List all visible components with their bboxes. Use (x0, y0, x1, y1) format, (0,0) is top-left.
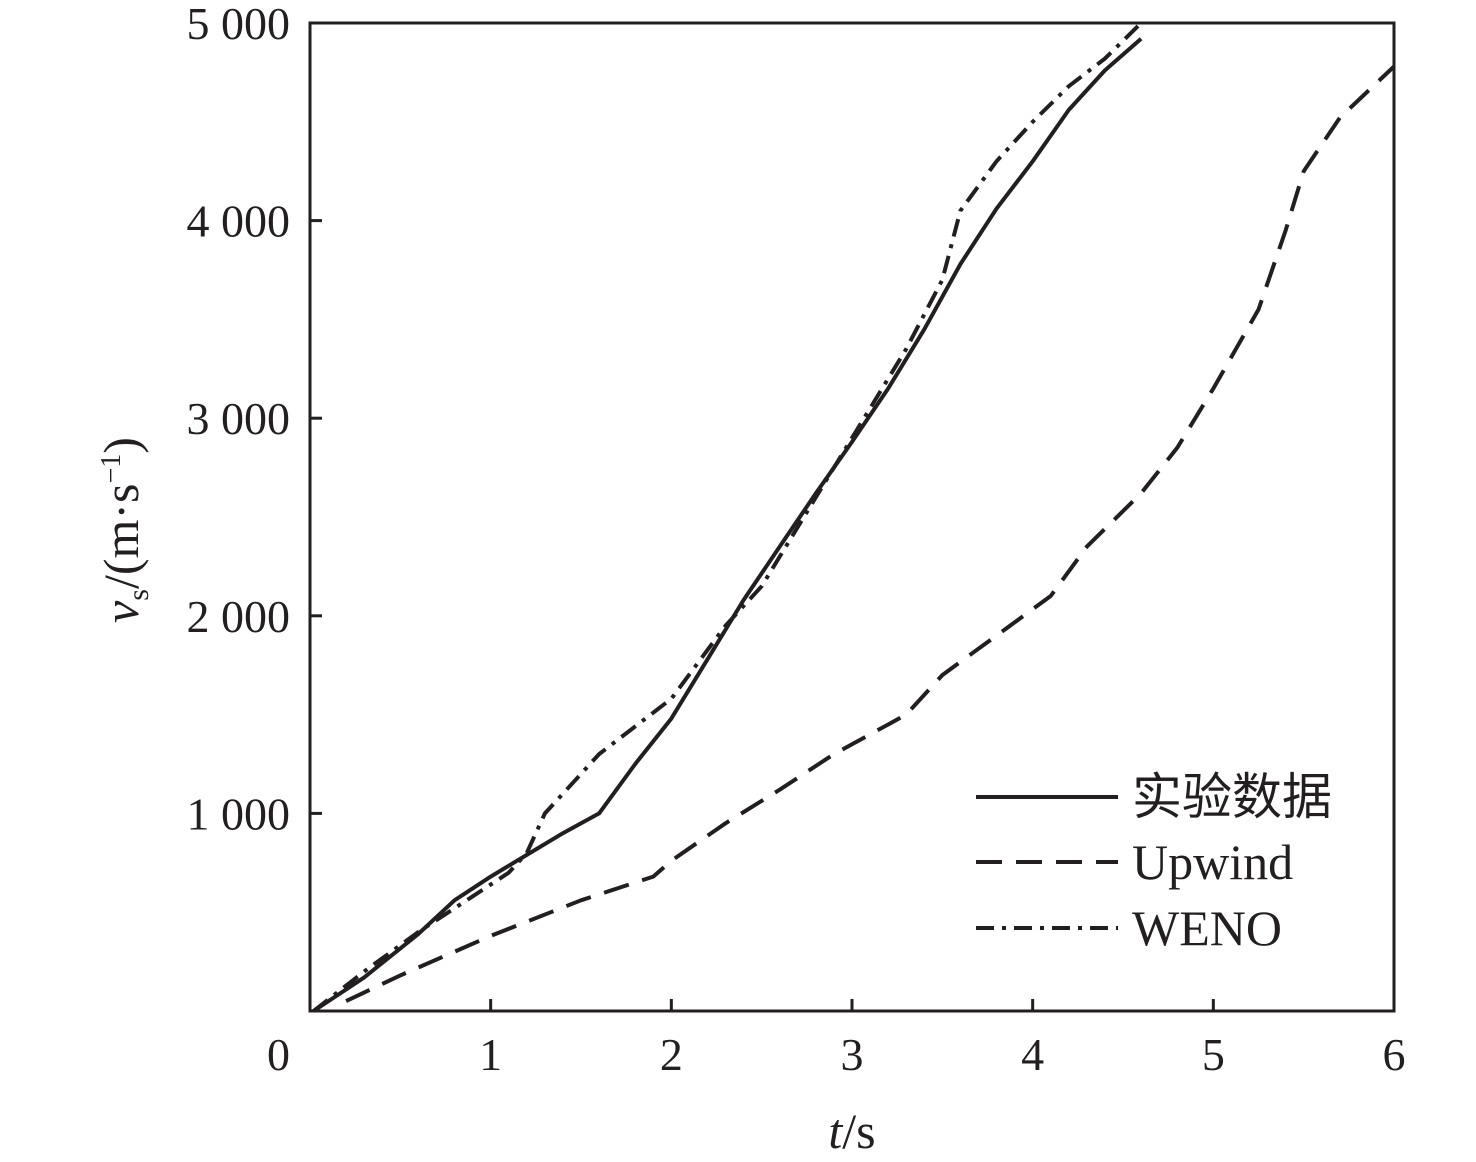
y-tick-label: 1 000 (187, 788, 291, 839)
y-tick-label: 5 000 (187, 0, 291, 49)
x-axis-var: t (828, 1103, 843, 1159)
tick-labels: 0 1 2 3 4 5 6 1 000 2 000 3 000 4 000 5 000 (187, 0, 1406, 1080)
y-axis-sub: s (122, 589, 155, 601)
x-tick-label: 0 (267, 1029, 290, 1080)
series-line-2 (345, 65, 1396, 1003)
legend-label: 实验数据 (1132, 769, 1332, 825)
y-axis-unit-open: /(m·s (93, 484, 149, 590)
y-axis-sup: −1 (96, 454, 127, 484)
legend-label: Upwind (1132, 834, 1293, 890)
axis-ticks (310, 219, 1215, 1011)
x-tick-label: 6 (1383, 1029, 1406, 1080)
y-axis-title: vs/(m·s−1) (93, 437, 155, 623)
y-axis-var: v (93, 600, 149, 623)
legend-label: WENO (1132, 900, 1282, 956)
x-tick-label: 3 (841, 1029, 864, 1080)
x-tick-label: 2 (660, 1029, 683, 1080)
x-tick-label: 5 (1202, 1029, 1225, 1080)
x-axis-unit: /s (842, 1103, 875, 1159)
x-axis-title: t/s (828, 1103, 875, 1159)
x-tick-label: 4 (1021, 1029, 1044, 1080)
legend: 实验数据 Upwind WENO (976, 769, 1332, 956)
plot-marks (312, 21, 1396, 1013)
y-tick-label: 4 000 (187, 196, 291, 247)
x-tick-label: 1 (479, 1029, 502, 1080)
series-line-3 (312, 21, 1143, 1013)
y-tick-label: 3 000 (187, 393, 291, 444)
y-axis-unit-close: ) (93, 437, 149, 454)
series-line-1 (312, 37, 1143, 1013)
y-tick-label: 2 000 (187, 591, 291, 642)
